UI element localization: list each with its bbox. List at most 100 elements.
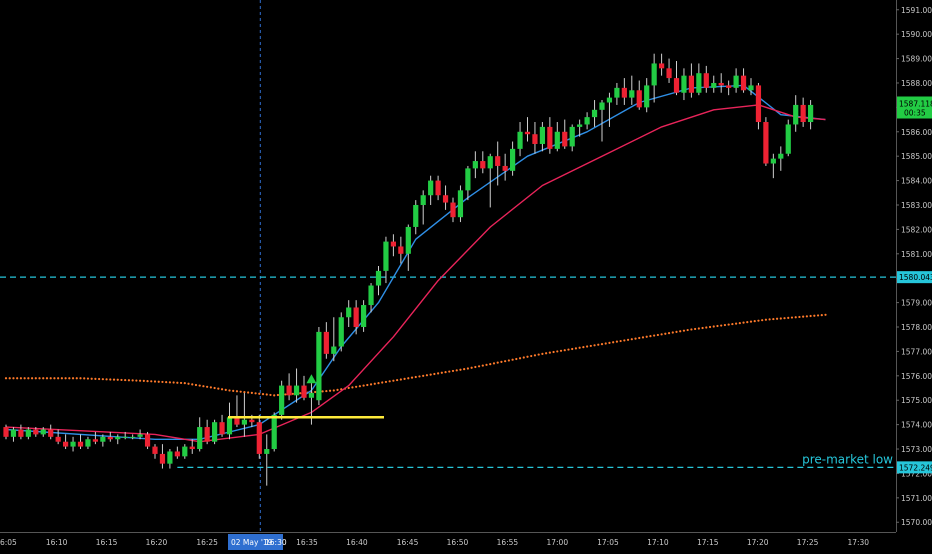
candle-body[interactable] (457, 190, 464, 218)
candle-body[interactable] (502, 165, 508, 171)
candle-body[interactable] (390, 241, 396, 247)
candle-body[interactable] (554, 131, 560, 149)
candle-body[interactable] (241, 419, 247, 425)
candle-body[interactable] (428, 180, 434, 196)
candle-body[interactable] (25, 429, 31, 437)
candle-body[interactable] (308, 392, 315, 398)
candle-body[interactable] (18, 429, 24, 437)
candle-body[interactable] (107, 436, 113, 440)
candle-body[interactable] (755, 85, 762, 123)
candle-body[interactable] (40, 429, 46, 435)
candle-body[interactable] (487, 156, 493, 169)
candle-body[interactable] (681, 75, 687, 93)
candle-body[interactable] (666, 68, 672, 79)
candle-body[interactable] (293, 385, 300, 396)
candle-body[interactable] (808, 104, 814, 123)
candle-body[interactable] (651, 63, 657, 86)
candle-body[interactable] (256, 422, 262, 454)
candle-body[interactable] (793, 104, 799, 125)
candle-body[interactable] (673, 78, 680, 93)
candle-body[interactable] (234, 417, 240, 425)
candle-body[interactable] (778, 153, 784, 159)
candle-body[interactable] (77, 441, 84, 447)
candle-body[interactable] (785, 124, 791, 154)
candle-body[interactable] (167, 451, 173, 464)
candle-body[interactable] (353, 307, 359, 328)
candle-body[interactable] (599, 102, 605, 110)
candle-body[interactable] (800, 104, 806, 123)
candle-body[interactable] (174, 451, 180, 457)
candle-body[interactable] (510, 148, 516, 171)
candle-body[interactable] (115, 436, 121, 440)
candle-body[interactable] (584, 117, 590, 125)
candle-body[interactable] (85, 439, 91, 447)
candle-body[interactable] (718, 82, 724, 86)
candle-body[interactable] (614, 87, 620, 98)
candle-body[interactable] (375, 270, 382, 286)
candle-body[interactable] (495, 156, 501, 166)
candle-body[interactable] (629, 90, 635, 98)
candle-body[interactable] (405, 226, 411, 254)
candle-body[interactable] (763, 122, 769, 164)
candle-body[interactable] (323, 331, 329, 354)
candle-body[interactable] (346, 307, 352, 318)
candle-body[interactable] (70, 441, 76, 447)
candle-body[interactable] (189, 446, 195, 450)
candle-body[interactable] (532, 134, 538, 144)
candle-body[interactable] (301, 385, 307, 398)
candle-body[interactable] (420, 195, 426, 205)
candle-body[interactable] (562, 131, 568, 147)
candle-body[interactable] (770, 158, 776, 164)
candle-body[interactable] (547, 126, 553, 149)
candle-body[interactable] (606, 97, 613, 103)
candle-body[interactable] (197, 427, 203, 450)
candle-body[interactable] (517, 131, 523, 149)
candle-body[interactable] (286, 385, 292, 396)
candle-body[interactable] (726, 85, 732, 88)
candle-body[interactable] (331, 346, 337, 354)
candle-body[interactable] (480, 161, 486, 169)
candle-body[interactable] (182, 446, 188, 457)
candle-body[interactable] (249, 419, 255, 423)
candle-body[interactable] (465, 168, 471, 191)
candle-body[interactable] (398, 246, 404, 254)
candle-body[interactable] (204, 427, 210, 442)
candle-body[interactable] (152, 446, 158, 454)
candle-body[interactable] (100, 436, 106, 442)
candle-body[interactable] (442, 195, 449, 203)
candle-body[interactable] (279, 385, 285, 415)
candle-body[interactable] (264, 449, 270, 454)
candle-body[interactable] (55, 436, 61, 442)
candle-body[interactable] (748, 85, 754, 91)
candle-body[interactable] (122, 436, 128, 438)
plot-background[interactable] (0, 0, 896, 532)
candle-body[interactable] (450, 202, 456, 218)
candle-body[interactable] (383, 241, 389, 271)
candle-body[interactable] (92, 439, 98, 442)
candle-body[interactable] (63, 441, 69, 447)
candle-body[interactable] (703, 73, 709, 88)
candle-body[interactable] (271, 414, 277, 450)
candle-body[interactable] (644, 85, 650, 108)
candle-body[interactable] (316, 331, 322, 401)
candle-body[interactable] (130, 436, 136, 438)
candle-body[interactable] (659, 63, 665, 69)
candle-body[interactable] (569, 126, 575, 147)
candle-body[interactable] (524, 131, 531, 135)
candle-body[interactable] (577, 124, 583, 127)
candle-body[interactable] (733, 75, 739, 88)
candle-body[interactable] (621, 87, 627, 98)
candle-body[interactable] (212, 422, 218, 442)
candle-body[interactable] (472, 161, 478, 169)
candle-body[interactable] (33, 429, 39, 435)
candle-body[interactable] (368, 285, 374, 306)
candle-body[interactable] (688, 75, 694, 93)
candle-body[interactable] (219, 422, 225, 435)
candle-body[interactable] (696, 73, 702, 93)
candle-body[interactable] (413, 204, 419, 227)
candle-body[interactable] (338, 317, 344, 347)
candle-body[interactable] (591, 109, 598, 118)
candle-body[interactable] (48, 429, 54, 437)
